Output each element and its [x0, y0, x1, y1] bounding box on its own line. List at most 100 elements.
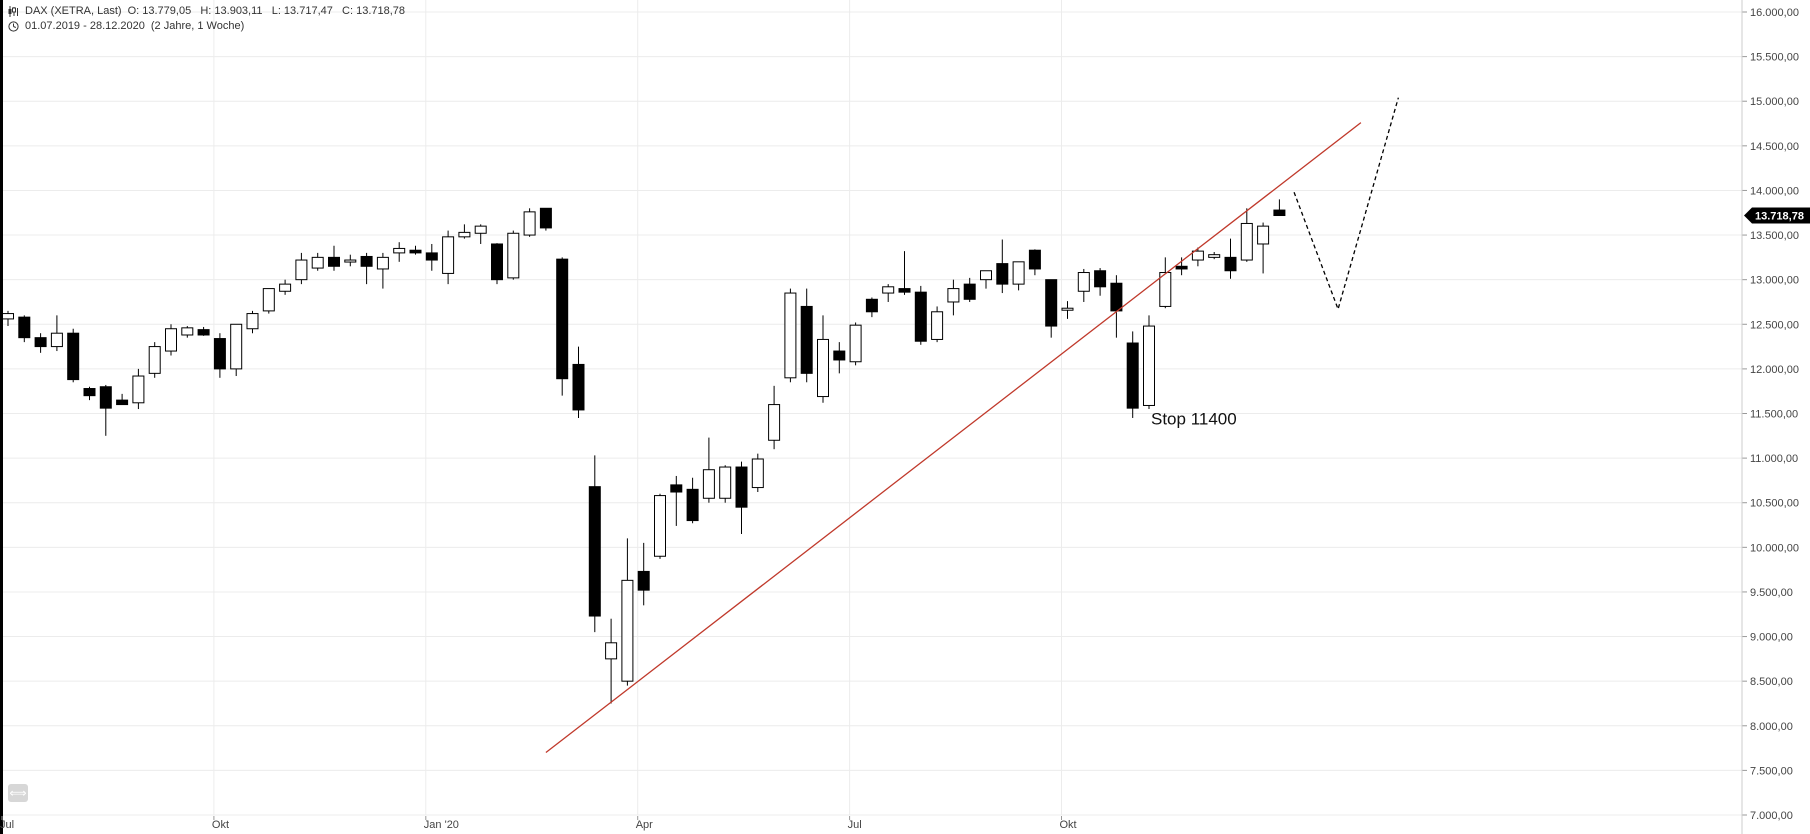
candle-body [246, 313, 259, 330]
candle-body [539, 207, 552, 229]
candle-down [67, 328, 80, 383]
candle-body [637, 570, 650, 591]
candle-body [507, 232, 520, 279]
candle-down [572, 346, 585, 418]
y-tick-label: 7.500,00 [1750, 765, 1793, 777]
candle-up [230, 323, 243, 377]
candle-body [181, 327, 194, 336]
candle-body [1077, 272, 1090, 292]
candle-up [1191, 247, 1204, 267]
candle-body [165, 328, 177, 352]
candle-body [1273, 209, 1286, 217]
candle-up [702, 437, 715, 503]
candle-body [1159, 272, 1172, 307]
candle-down [833, 342, 846, 374]
y-tick-label: 16.000,00 [1750, 7, 1799, 19]
x-tick-label: Okt [1060, 819, 1077, 831]
candle-body [588, 486, 601, 617]
candle-body [311, 256, 324, 269]
candle-body [686, 488, 699, 522]
candle-body [1061, 307, 1074, 311]
candle-down [914, 285, 927, 345]
candle-up [295, 252, 308, 285]
candle-up [980, 270, 992, 289]
candle-body [1143, 325, 1155, 406]
candle-up [621, 538, 634, 686]
candle-up [262, 288, 275, 314]
candle-up [1012, 261, 1025, 291]
candle-body [556, 258, 569, 380]
candle-body [605, 642, 618, 660]
candle-down [83, 386, 96, 401]
candle-up [1208, 252, 1221, 260]
candle-down [1126, 331, 1139, 418]
candle-up [50, 315, 63, 352]
candle-body [833, 350, 846, 361]
candle-up [817, 315, 829, 403]
candle-down [1094, 268, 1107, 296]
candle-body [393, 247, 406, 254]
candlestick-icon [8, 6, 18, 17]
candle-body [523, 211, 536, 236]
candle-up [882, 284, 895, 302]
candle-up [246, 310, 259, 334]
candle-down [670, 475, 683, 526]
candle-body [2, 313, 14, 320]
candle-body [898, 288, 911, 293]
candle-down [1273, 199, 1286, 217]
candle-body [213, 338, 226, 370]
candle-down [539, 207, 552, 231]
candle-down [996, 239, 1009, 294]
y-axis: 7.000,00 7.500,00 8.000,00 8.500,00 9.000,00… [1741, 0, 1810, 834]
candle-body [148, 346, 161, 374]
candle-body [279, 283, 292, 292]
candle-down [197, 326, 210, 336]
candle-down [99, 384, 112, 436]
candle-down [963, 277, 976, 302]
candle-body [116, 399, 129, 406]
y-tick-label: 7.000,00 [1750, 810, 1793, 822]
candle-body [849, 324, 862, 363]
candle-up [279, 279, 292, 295]
candle-down [328, 245, 340, 271]
symbol-row: DAX (XETRA, Last) O: 13.779,05 H: 13.903… [8, 4, 405, 19]
candle-down [588, 455, 601, 633]
candle-down [735, 461, 748, 534]
range-row: 01.07.2019 - 28.12.2020 (2 Jahre, 1 Woch… [8, 19, 405, 34]
candle-down [34, 333, 47, 353]
candle-up [311, 252, 324, 271]
candle-body [980, 270, 992, 281]
collapse-arrows-icon[interactable]: ⟺ [8, 784, 28, 802]
x-tick-label: Jul [848, 819, 862, 831]
candle-body [882, 286, 895, 294]
candle-up [1077, 268, 1090, 302]
candle-body [34, 337, 47, 348]
candle-down [1045, 279, 1058, 338]
candle-up [1240, 208, 1253, 262]
overlays: Stop 11400 [545, 97, 1400, 754]
candle-body [328, 256, 340, 267]
candle-body [1126, 342, 1139, 409]
x-tick-label: Jul [0, 819, 14, 831]
candles [2, 199, 1286, 704]
candle-body [865, 298, 878, 313]
candle-body [654, 495, 666, 557]
candle-down [556, 257, 569, 396]
y-tick-label: 10.000,00 [1750, 542, 1799, 554]
ohlc-values: O: 13.779,05 H: 13.903,11 L: 13.717,47 C… [127, 5, 406, 17]
candle-body [621, 579, 634, 682]
candle-up [768, 385, 781, 450]
y-tick-label: 8.500,00 [1750, 676, 1793, 688]
candle-up [181, 326, 194, 338]
candle-body [1012, 261, 1025, 285]
candle-body [474, 225, 487, 234]
candle-up [458, 224, 471, 239]
y-tick-label: 14.500,00 [1750, 141, 1799, 153]
candle-body [1045, 279, 1058, 327]
y-tick-label: 13.000,00 [1750, 275, 1799, 287]
candle-body [1175, 265, 1188, 270]
candle-body [376, 256, 389, 270]
candle-down [1175, 257, 1188, 276]
candle-body [768, 404, 781, 441]
